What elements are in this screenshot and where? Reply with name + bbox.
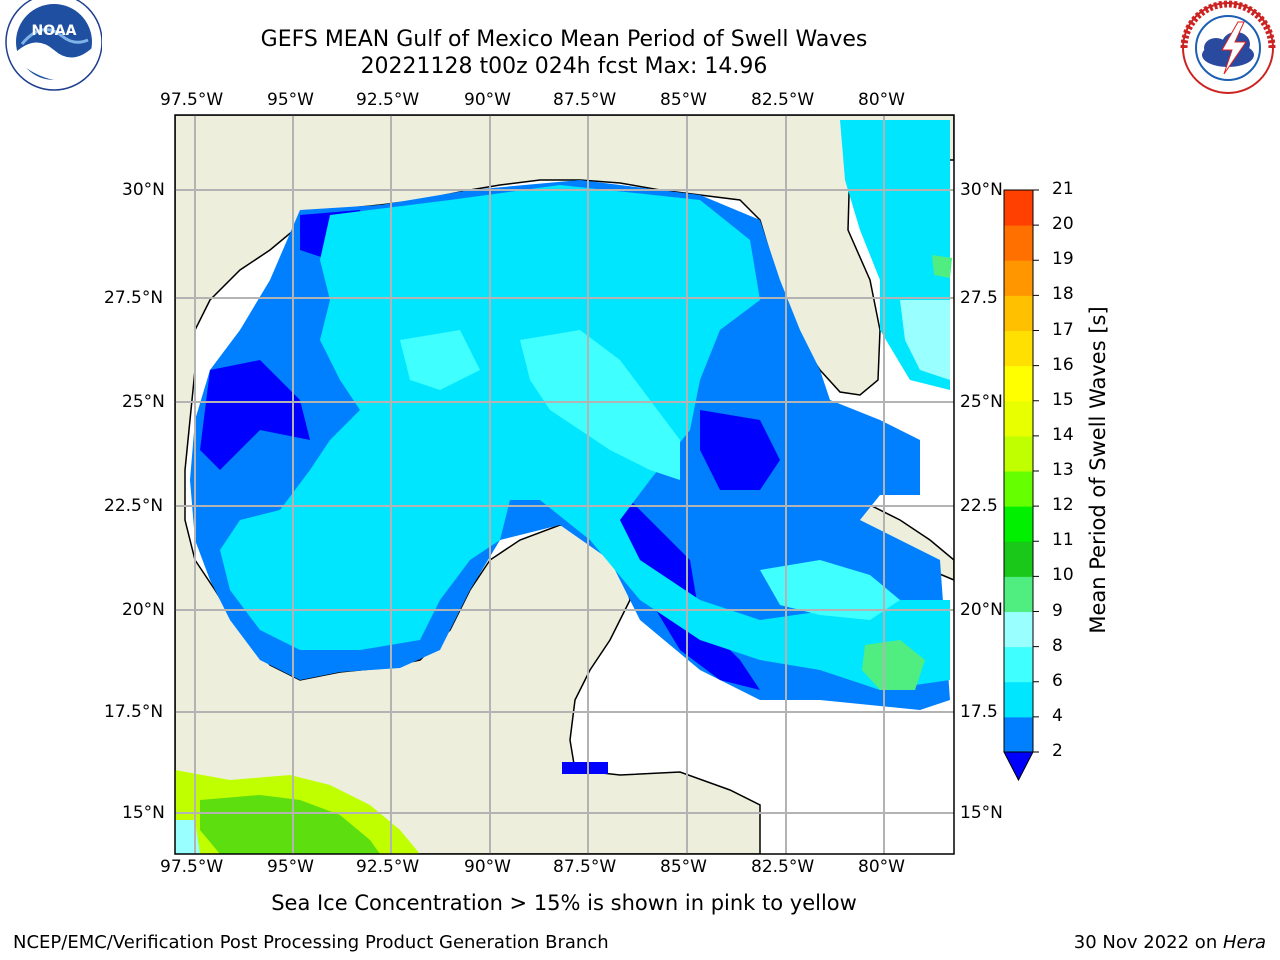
left-lat-label: 30°N bbox=[122, 180, 165, 200]
colorbar bbox=[1003, 189, 1039, 782]
left-lat-label: 22.5°N bbox=[104, 496, 164, 516]
field-8-9 bbox=[900, 300, 950, 380]
left-lat-label: 15°N bbox=[122, 803, 165, 823]
bottom-lon-label: 82.5°W bbox=[751, 857, 815, 877]
colorbar-tick-label: 21 bbox=[1052, 179, 1074, 199]
map-frame bbox=[174, 114, 955, 855]
right-lat-label: 15°N bbox=[960, 803, 1003, 823]
top-lon-label: 80°W bbox=[858, 90, 905, 110]
colorbar-swatch bbox=[1004, 435, 1033, 472]
colorbar-tick-label: 19 bbox=[1052, 249, 1074, 270]
colorbar-tick-label: 8 bbox=[1052, 635, 1063, 656]
bottom-lon-label: 90°W bbox=[464, 857, 511, 877]
right-lat-label: 30°N bbox=[960, 180, 1003, 200]
svg-text:NOAA: NOAA bbox=[32, 23, 77, 39]
nws-logo bbox=[1180, 0, 1276, 94]
bottom-lon-label: 80°W bbox=[858, 857, 905, 877]
colorbar-swatch bbox=[1004, 716, 1033, 753]
top-lon-label: 97.5°W bbox=[160, 90, 224, 110]
field-patch bbox=[562, 762, 608, 774]
colorbar-swatch bbox=[1004, 225, 1033, 261]
map-panel bbox=[175, 115, 954, 854]
left-lat-label: 17.5°N bbox=[104, 702, 164, 722]
colorbar-tick-label: 12 bbox=[1052, 495, 1074, 516]
colorbar-swatch bbox=[1004, 400, 1033, 437]
left-lat-label: 20°N bbox=[122, 600, 165, 620]
footer-credit: NCEP/EMC/Verification Post Processing Pr… bbox=[13, 932, 609, 953]
right-lat-label: 25°N bbox=[960, 392, 1003, 412]
colorbar-tick-label: 14 bbox=[1052, 424, 1074, 445]
sea-ice-note: Sea Ice Concentration > 15% is shown in … bbox=[271, 891, 857, 915]
top-lon-label: 95°W bbox=[267, 90, 314, 110]
left-lat-label: 25°N bbox=[122, 392, 165, 412]
right-lat-label: 20°N bbox=[960, 600, 1003, 620]
chart-title: GEFS MEAN Gulf of Mexico Mean Period of … bbox=[260, 27, 868, 52]
colorbar-tick-label: 18 bbox=[1052, 284, 1074, 305]
bottom-lon-label: 87.5°W bbox=[553, 857, 617, 877]
colorbar-swatch bbox=[1004, 365, 1033, 402]
colorbar-swatch bbox=[1004, 260, 1033, 296]
colorbar-extend-arrow bbox=[1003, 751, 1034, 782]
colorbar-tick-label: 13 bbox=[1052, 460, 1074, 480]
top-lon-label: 85°W bbox=[660, 90, 707, 110]
footer-host: Hera bbox=[1222, 932, 1266, 953]
bottom-lon-label: 95°W bbox=[267, 857, 314, 877]
pacific-field-cyan bbox=[175, 820, 200, 854]
colorbar-swatch bbox=[1004, 330, 1033, 367]
colorbar-swatch bbox=[1004, 190, 1033, 226]
colorbar-tick-label: 17 bbox=[1052, 319, 1074, 340]
colorbar-swatch bbox=[1004, 541, 1033, 577]
footer-date-text: 30 Nov 2022 on bbox=[1073, 932, 1223, 953]
colorbar-swatch bbox=[1004, 611, 1033, 648]
colorbar-swatch bbox=[1004, 576, 1033, 612]
colorbar-tick-label: 2 bbox=[1052, 741, 1063, 761]
top-lon-label: 82.5°W bbox=[751, 90, 815, 110]
pacific-field-green bbox=[200, 795, 380, 854]
colorbar-tick-label: 15 bbox=[1052, 389, 1074, 410]
noaa-logo: NOAA bbox=[5, 0, 102, 91]
right-lat-label: 17.5 bbox=[960, 702, 998, 722]
left-lat-label: 27.5°N bbox=[104, 288, 164, 308]
field-6-8 bbox=[400, 330, 900, 620]
colorbar-swatch bbox=[1004, 295, 1033, 331]
right-lat-label: 22.5 bbox=[960, 496, 998, 516]
top-lon-label: 87.5°W bbox=[553, 90, 617, 110]
colorbar-tick-label: 10 bbox=[1052, 565, 1074, 586]
colorbar-tick-label: 20 bbox=[1052, 214, 1074, 235]
top-lon-label: 90°W bbox=[464, 90, 511, 110]
field-9-10 bbox=[862, 255, 952, 690]
colorbar-swatch bbox=[1004, 506, 1033, 542]
top-lon-label: 92.5°W bbox=[356, 90, 420, 110]
map-gridlines bbox=[175, 115, 954, 854]
colorbar-swatch bbox=[1004, 681, 1033, 718]
colorbar-swatch bbox=[1004, 646, 1033, 683]
colorbar-swatch bbox=[1004, 471, 1033, 507]
colorbar-tick-label: 16 bbox=[1052, 354, 1074, 375]
colorbar-tick-label: 6 bbox=[1052, 670, 1063, 691]
bottom-lon-label: 97.5°W bbox=[160, 857, 224, 877]
footer-date: 30 Nov 2022 on Hera bbox=[1074, 932, 1266, 953]
chart-subtitle: 20221128 t00z 024h fcst Max: 14.96 bbox=[360, 54, 768, 79]
right-lat-label: 27.5 bbox=[960, 288, 998, 308]
bottom-lon-label: 85°W bbox=[660, 857, 707, 877]
bottom-lon-label: 92.5°W bbox=[356, 857, 420, 877]
colorbar-tick-label: 4 bbox=[1052, 705, 1063, 726]
colorbar-tick-label: 9 bbox=[1052, 600, 1063, 621]
colorbar-title: Mean Period of Swell Waves [s] bbox=[1086, 306, 1110, 634]
colorbar-tick-label: 11 bbox=[1052, 530, 1074, 551]
